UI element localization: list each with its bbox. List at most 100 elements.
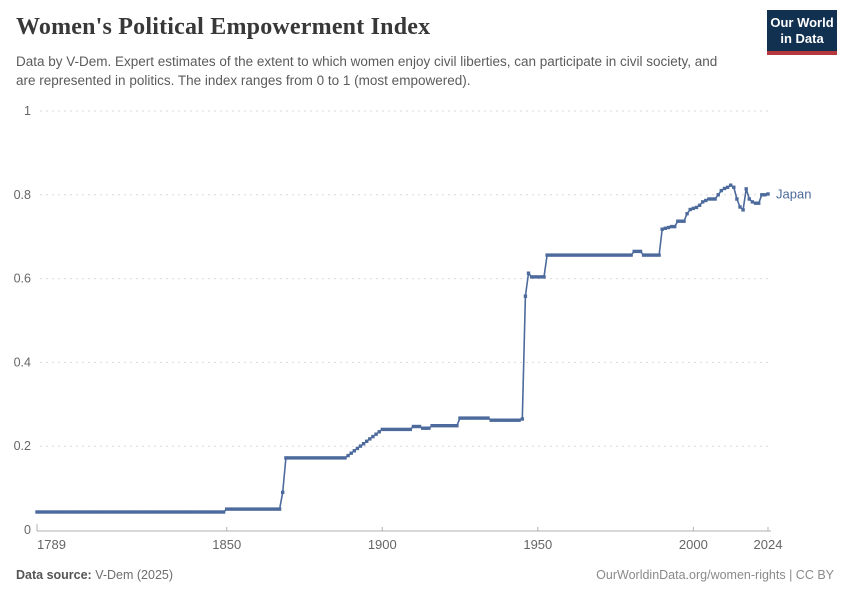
series-point-marker bbox=[249, 507, 254, 511]
series-point-marker bbox=[641, 253, 646, 257]
series-point-marker bbox=[551, 253, 556, 257]
series-point-marker bbox=[184, 510, 188, 514]
series-point-marker bbox=[763, 193, 767, 197]
series-point-marker bbox=[94, 510, 98, 514]
series-point-marker bbox=[377, 430, 381, 434]
series-point-marker bbox=[57, 510, 61, 514]
series-point-marker bbox=[343, 456, 347, 460]
series-point-marker bbox=[290, 456, 294, 460]
series-point-marker bbox=[582, 253, 587, 257]
series-point-marker bbox=[333, 456, 338, 460]
series-point-marker bbox=[284, 456, 288, 460]
series-point-marker bbox=[722, 186, 727, 191]
series-point-marker bbox=[358, 444, 363, 448]
series-point-marker bbox=[439, 424, 444, 428]
x-axis-tick-label: 1789 bbox=[37, 537, 66, 552]
series-point-marker bbox=[150, 510, 154, 514]
series-point-marker bbox=[604, 253, 608, 257]
series-point-marker bbox=[483, 416, 487, 420]
series-point-marker bbox=[327, 456, 332, 460]
series-point-marker bbox=[508, 418, 512, 422]
series-point-marker bbox=[402, 427, 406, 432]
series-point-marker bbox=[427, 426, 431, 430]
series-point-marker bbox=[352, 449, 356, 453]
series-point-marker bbox=[449, 424, 453, 428]
series-point-marker bbox=[162, 510, 167, 514]
series-point-marker bbox=[585, 253, 590, 257]
y-axis-tick-label: 0.2 bbox=[14, 439, 31, 453]
series-point-marker bbox=[119, 510, 123, 514]
owid-logo[interactable]: Our World in Data bbox=[767, 10, 837, 55]
series-point-marker bbox=[713, 197, 717, 201]
series-point-marker bbox=[505, 418, 509, 422]
series-point-marker bbox=[234, 507, 238, 511]
series-point-marker bbox=[688, 207, 692, 212]
series-point-marker bbox=[181, 510, 185, 514]
series-point-marker bbox=[486, 416, 490, 420]
series-point-marker bbox=[442, 424, 447, 428]
series-point-marker bbox=[470, 416, 475, 420]
data-source-value: V-Dem (2025) bbox=[91, 568, 174, 582]
series-point-marker bbox=[315, 456, 319, 460]
series-point-marker bbox=[452, 424, 456, 428]
series-point-marker bbox=[60, 510, 64, 514]
series-point-marker bbox=[660, 227, 664, 231]
series-point-marker bbox=[231, 507, 235, 511]
series-point-marker bbox=[82, 510, 86, 514]
series-point-marker bbox=[523, 294, 528, 298]
series-point-marker bbox=[542, 275, 546, 279]
series-point-marker bbox=[520, 417, 524, 421]
series-point-marker bbox=[685, 212, 689, 216]
series-point-marker bbox=[645, 253, 649, 257]
series-point-marker bbox=[732, 185, 736, 189]
series-point-marker bbox=[753, 201, 758, 205]
series-point-marker bbox=[156, 510, 160, 514]
series-point-marker bbox=[676, 219, 680, 223]
series-point-marker bbox=[116, 510, 120, 514]
series-point-marker bbox=[38, 510, 42, 514]
series-point-marker bbox=[374, 432, 378, 436]
series-point-marker bbox=[729, 183, 733, 187]
series-point-marker bbox=[467, 416, 472, 420]
x-axis-tick-label: 1900 bbox=[368, 537, 397, 552]
series-point-marker bbox=[349, 451, 353, 455]
series-point-marker bbox=[340, 456, 344, 460]
series-point-marker bbox=[128, 510, 132, 514]
series-point-marker bbox=[256, 507, 260, 511]
series-point-marker bbox=[312, 456, 316, 460]
series-point-marker bbox=[757, 201, 761, 205]
series-point-marker bbox=[445, 424, 450, 428]
series-point-marker bbox=[725, 185, 730, 189]
series-point-marker bbox=[697, 203, 702, 207]
series-point-marker bbox=[165, 510, 170, 514]
series-point-marker bbox=[554, 253, 559, 257]
data-source-label: Data source: bbox=[16, 568, 92, 582]
series-point-marker bbox=[657, 253, 661, 257]
chart-title: Women's Political Empowerment Index bbox=[16, 14, 431, 40]
series-point-marker bbox=[663, 226, 667, 230]
series-point-marker bbox=[265, 507, 269, 511]
series-point-marker bbox=[557, 253, 562, 257]
series-point-marker bbox=[91, 510, 95, 514]
series-point-marker bbox=[682, 219, 686, 223]
y-axis-tick-label: 0.4 bbox=[14, 355, 31, 369]
series-entity-label[interactable]: Japan bbox=[776, 186, 811, 201]
series-point-marker bbox=[178, 510, 182, 514]
series-point-marker bbox=[694, 205, 699, 210]
series-point-marker bbox=[346, 453, 350, 458]
series-point-marker bbox=[536, 275, 540, 279]
series-point-marker bbox=[567, 253, 571, 257]
series-point-marker bbox=[595, 253, 599, 257]
series-point-marker bbox=[613, 253, 618, 257]
series-point-marker bbox=[134, 510, 139, 514]
series-line[interactable] bbox=[37, 184, 769, 513]
series-point-marker bbox=[461, 416, 465, 420]
series-point-marker bbox=[533, 275, 537, 279]
series-point-marker bbox=[635, 249, 640, 254]
series-point-marker bbox=[610, 253, 615, 257]
series-point-marker bbox=[477, 416, 481, 420]
series-point-marker bbox=[206, 510, 210, 514]
series-point-marker bbox=[85, 510, 89, 514]
series-point-marker bbox=[63, 510, 67, 514]
